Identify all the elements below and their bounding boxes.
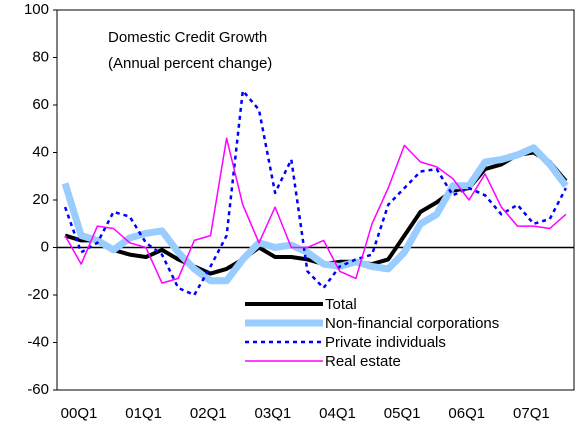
plot: -60 -40 -20 0 20 40 60 80 100 00Q1 01Q1 02Q1 03Q1 04Q… (24, 1, 575, 422)
x-tick-label: 01Q1 (125, 405, 162, 422)
legend-label: Real estate (325, 353, 401, 370)
legend-label: Total (325, 296, 357, 313)
chart-subtitle: (Annual percent change) (108, 55, 272, 72)
y-tick-label: -20 (27, 286, 49, 303)
x-tick-label: 00Q1 (61, 405, 98, 422)
y-tick-label: 20 (32, 191, 49, 208)
series-line (64, 137, 567, 284)
y-tick-label: -60 (27, 381, 49, 398)
y-tick-label: 60 (32, 96, 49, 113)
y-tick-label: 100 (24, 1, 49, 18)
series-line (61, 144, 569, 285)
x-tick-label: 03Q1 (255, 405, 292, 422)
y-tick-label: 80 (32, 48, 49, 65)
y-tick-label: 40 (32, 143, 49, 160)
x-tick-label: 05Q1 (384, 405, 421, 422)
y-tick-label: 0 (41, 238, 49, 255)
x-tick-label: 06Q1 (448, 405, 485, 422)
series-line (63, 89, 568, 297)
chart-title: Domestic Credit Growth (108, 29, 267, 46)
legend-label: Private individuals (325, 334, 446, 351)
x-tick-label: 07Q1 (513, 405, 550, 422)
y-tick-label: -40 (27, 333, 49, 350)
x-tick-label: 02Q1 (190, 405, 227, 422)
x-tick-label: 04Q1 (319, 405, 356, 422)
legend-label: Non-financial corporations (325, 315, 499, 332)
